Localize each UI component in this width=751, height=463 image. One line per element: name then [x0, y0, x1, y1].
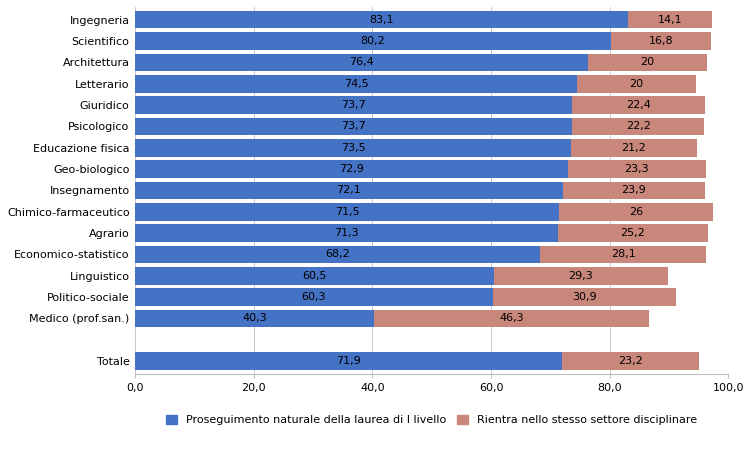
Bar	[135, 203, 559, 220]
Bar	[135, 310, 374, 327]
Bar	[559, 203, 713, 220]
Bar	[135, 225, 558, 242]
Text: 73,7: 73,7	[342, 121, 366, 131]
Bar	[577, 75, 695, 93]
Text: 28,1: 28,1	[611, 250, 635, 259]
Text: 23,9: 23,9	[621, 186, 646, 195]
Bar	[135, 11, 628, 29]
Text: 22,4: 22,4	[626, 100, 651, 110]
Bar	[628, 11, 712, 29]
Bar	[135, 96, 572, 114]
Text: 20: 20	[641, 57, 655, 68]
Text: 25,2: 25,2	[620, 228, 645, 238]
Text: 60,5: 60,5	[303, 271, 327, 281]
Bar	[135, 288, 493, 306]
Bar	[571, 139, 697, 156]
Bar	[135, 267, 494, 285]
Text: 80,2: 80,2	[360, 36, 385, 46]
Text: 76,4: 76,4	[349, 57, 374, 68]
Text: 71,3: 71,3	[334, 228, 359, 238]
Bar	[135, 75, 577, 93]
Text: 73,7: 73,7	[342, 100, 366, 110]
Text: 71,5: 71,5	[335, 207, 360, 217]
Bar	[135, 32, 611, 50]
Bar	[135, 246, 540, 263]
Bar	[493, 288, 676, 306]
Bar	[374, 310, 649, 327]
Bar	[568, 160, 706, 178]
Text: 20: 20	[629, 79, 644, 89]
Text: 73,5: 73,5	[341, 143, 366, 153]
Bar	[135, 54, 588, 71]
Text: 30,9: 30,9	[572, 292, 597, 302]
Bar	[135, 160, 568, 178]
Text: 14,1: 14,1	[658, 15, 682, 25]
Bar	[588, 54, 707, 71]
Text: 29,3: 29,3	[569, 271, 593, 281]
Text: 40,3: 40,3	[243, 313, 267, 324]
Bar	[135, 139, 571, 156]
Text: 72,9: 72,9	[339, 164, 363, 174]
Bar	[572, 118, 704, 135]
Text: 60,3: 60,3	[302, 292, 326, 302]
Text: 71,9: 71,9	[336, 356, 360, 366]
Bar	[540, 246, 707, 263]
Text: 23,3: 23,3	[624, 164, 649, 174]
Text: 68,2: 68,2	[325, 250, 350, 259]
Text: 22,2: 22,2	[626, 121, 650, 131]
Text: 23,2: 23,2	[618, 356, 643, 366]
Text: 26: 26	[629, 207, 644, 217]
Text: 83,1: 83,1	[369, 15, 394, 25]
Bar	[135, 352, 562, 370]
Text: 74,5: 74,5	[344, 79, 369, 89]
Bar	[135, 181, 562, 199]
Bar	[558, 225, 707, 242]
Bar	[562, 352, 699, 370]
Text: 46,3: 46,3	[499, 313, 523, 324]
Bar	[611, 32, 710, 50]
Bar	[562, 181, 704, 199]
Text: 16,8: 16,8	[648, 36, 673, 46]
Legend: Proseguimento naturale della laurea di I livello, Rientra nello stesso settore d: Proseguimento naturale della laurea di I…	[166, 415, 698, 425]
Bar	[494, 267, 668, 285]
Bar	[572, 96, 705, 114]
Bar	[135, 118, 572, 135]
Text: 72,1: 72,1	[336, 186, 361, 195]
Text: 21,2: 21,2	[622, 143, 647, 153]
